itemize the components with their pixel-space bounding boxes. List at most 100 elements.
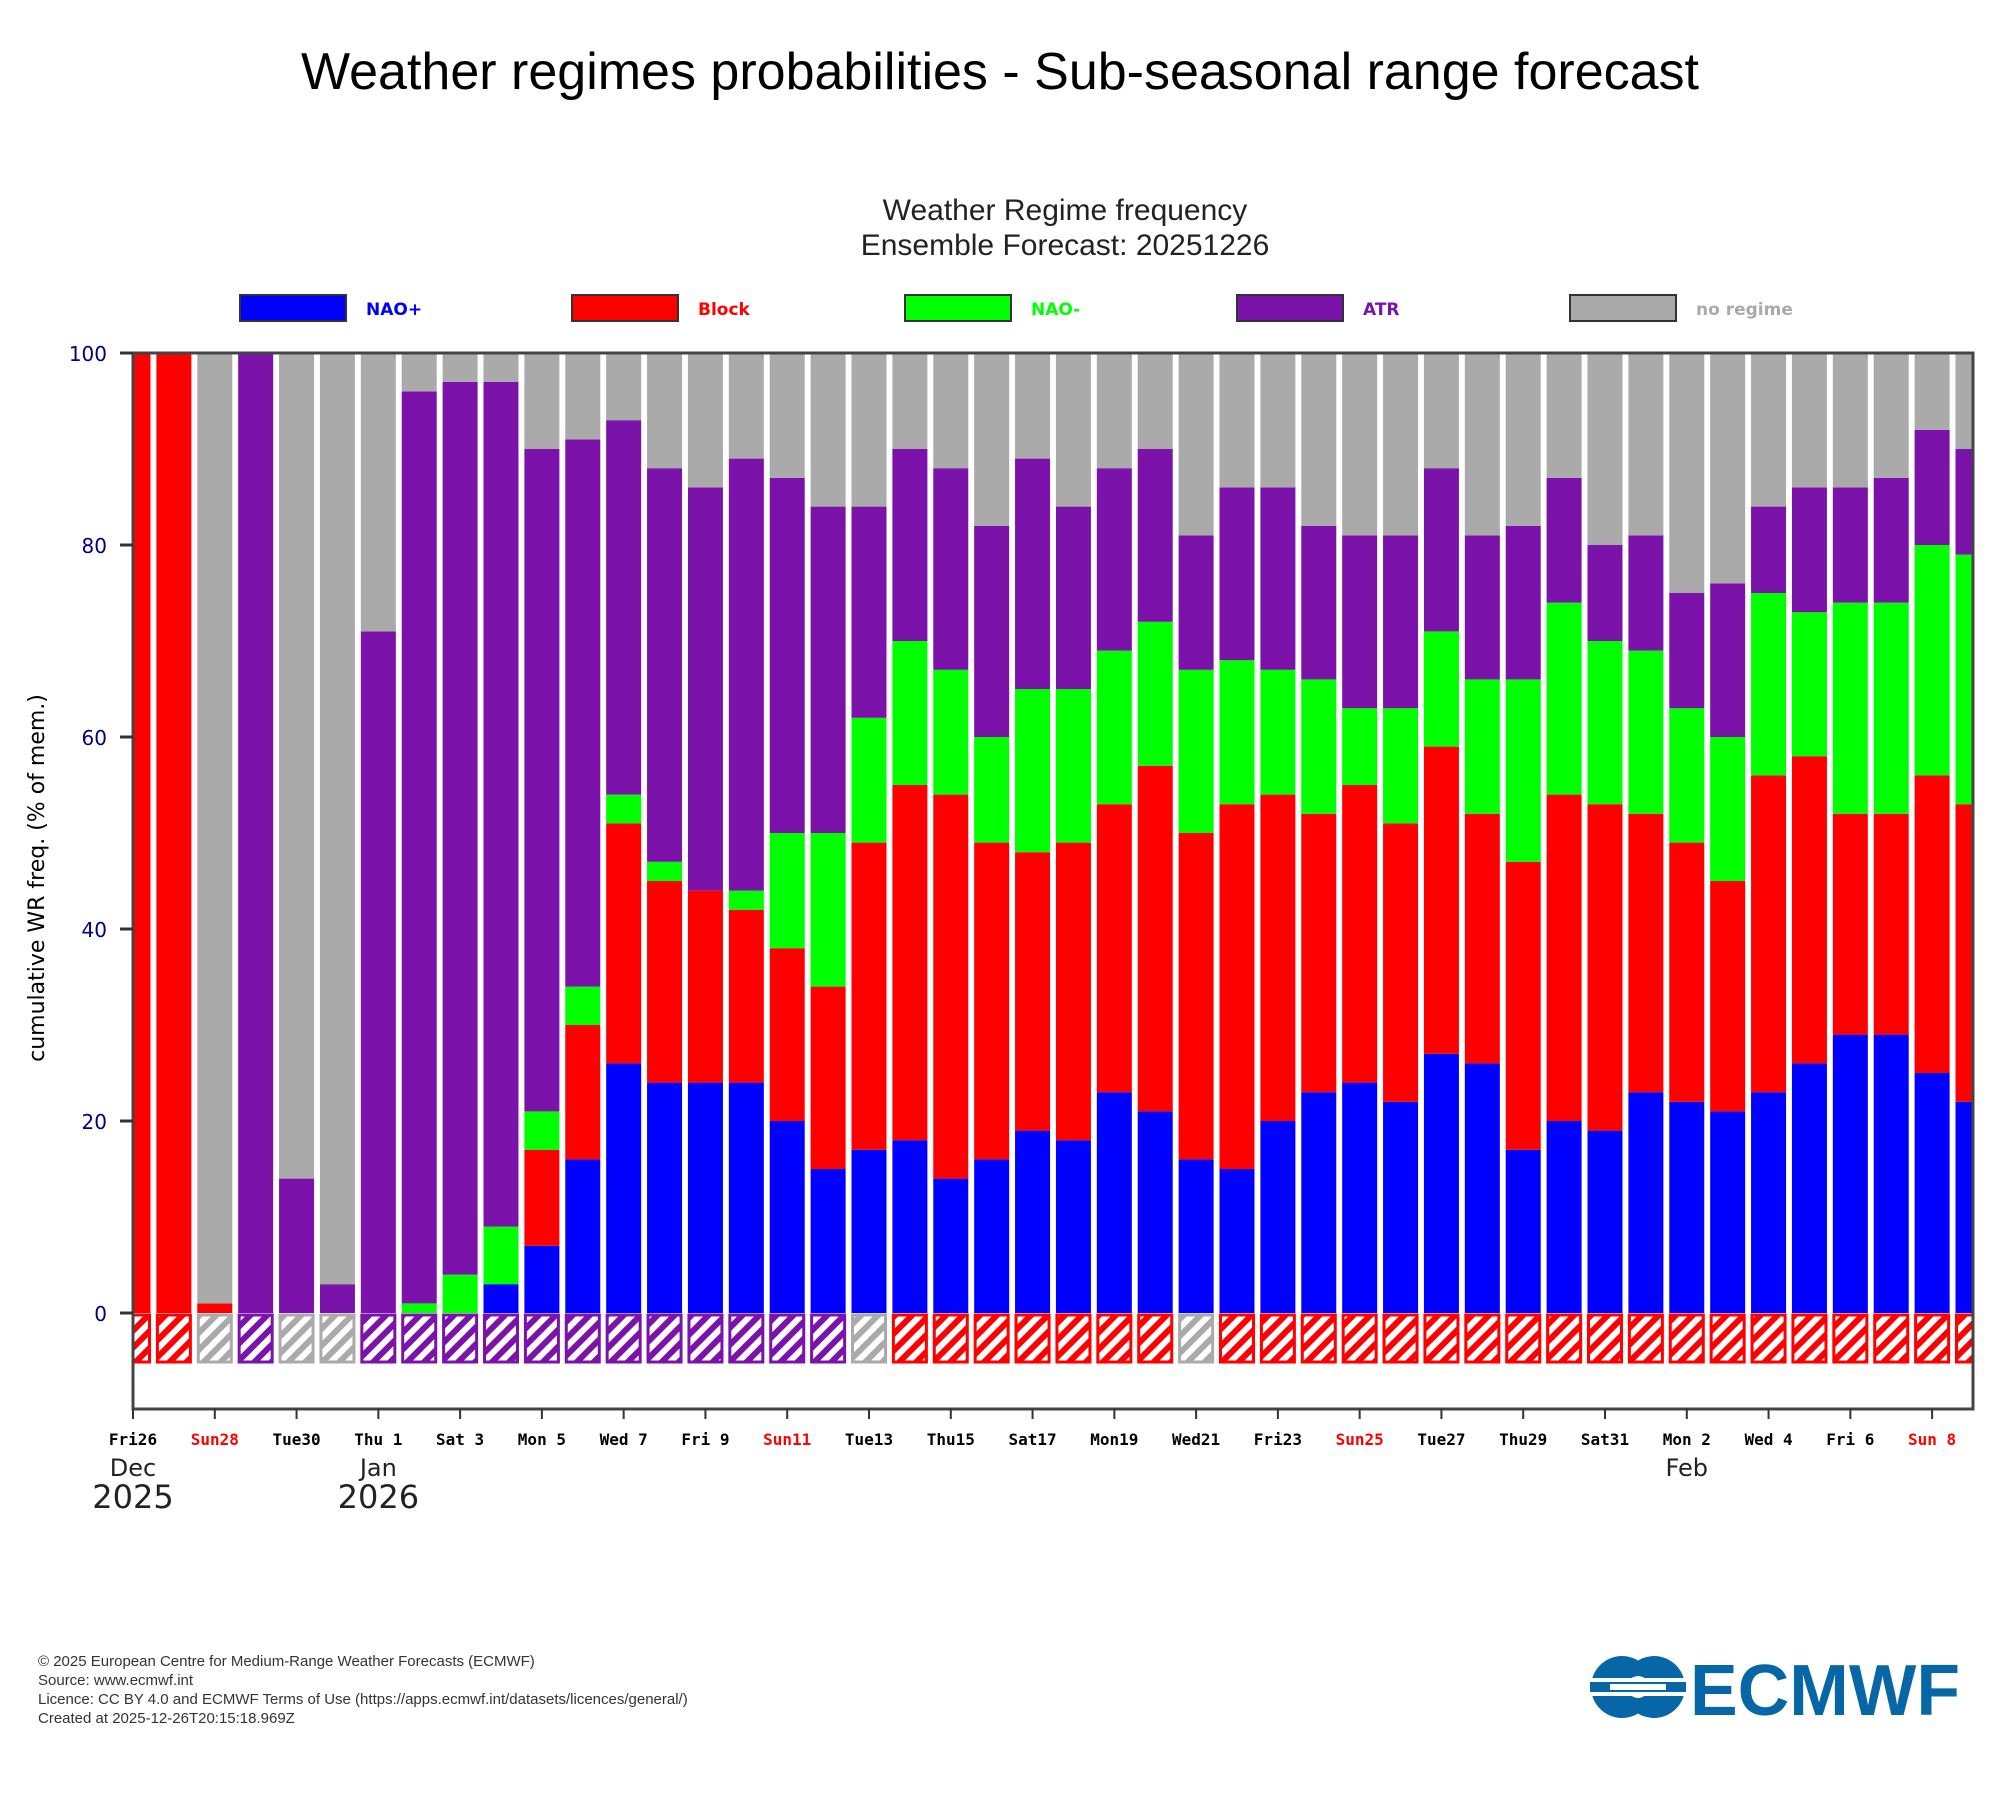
- bar-segment-block: [1546, 794, 1582, 1121]
- dominant-regime-box: [196, 1313, 233, 1364]
- dominant-regime-box: [1587, 1313, 1623, 1364]
- x-tick-label: Sat 3: [436, 1430, 484, 1449]
- page-title: Weather regimes probabilities - Sub-seas…: [301, 43, 1699, 101]
- legend-label: no regime: [1696, 300, 1793, 320]
- bar-segment-nao-: [728, 890, 764, 910]
- bar-segment-block: [1219, 804, 1255, 1169]
- bar-segment-atr: [933, 468, 969, 670]
- dominant-regime-box: [564, 1313, 601, 1364]
- bar-segment-no-regime: [1301, 353, 1337, 526]
- dominant-regime-box: [1096, 1313, 1133, 1364]
- bar-segment-no-regime: [1383, 353, 1419, 536]
- bar-segment-nao-: [974, 1159, 1010, 1313]
- bar-segment-nao-: [1219, 1169, 1255, 1313]
- dominant-regime-box: [1546, 1313, 1583, 1364]
- bar-segment-nao-: [933, 669, 969, 795]
- x-tick-label: Tue13: [845, 1430, 893, 1449]
- x-tick-label: Fri26: [109, 1430, 157, 1449]
- bar-segment-nao-: [1505, 679, 1541, 862]
- bar-column: [565, 353, 601, 1313]
- bar-column: [1791, 353, 1827, 1313]
- bar-segment-nao-: [810, 833, 846, 987]
- bar-segment-block: [1464, 813, 1500, 1064]
- bar-segment-block: [728, 909, 764, 1083]
- bar-segment-atr: [1015, 458, 1051, 689]
- dominant-regime-box: [1873, 1313, 1910, 1364]
- dominant-regime-box: [483, 1313, 519, 1364]
- bar-segment-block: [1914, 775, 1950, 1073]
- dominant-regime-box: [1219, 1313, 1255, 1364]
- bar-segment-block: [1628, 813, 1664, 1093]
- bar-segment-nao-: [1301, 1092, 1337, 1313]
- bar-segment-atr: [1505, 525, 1541, 680]
- bar-column: [1178, 353, 1214, 1313]
- footer-source: Source: www.ecmwf.int: [38, 1672, 194, 1689]
- ecmwf-logo-icon: [1590, 1656, 1686, 1718]
- bar-segment-block: [1710, 881, 1746, 1112]
- bar-segment-nao-: [647, 861, 683, 881]
- bar-segment-nao-: [483, 1284, 519, 1313]
- bar-column: [1955, 353, 1973, 1313]
- bar-segment-nao-: [851, 717, 887, 843]
- bar-column: [156, 353, 192, 1313]
- y-tick-label: 80: [82, 534, 107, 558]
- bar-segment-nao-: [974, 737, 1010, 843]
- bar-segment-atr: [1055, 506, 1091, 689]
- x-tick-label: Thu15: [927, 1430, 975, 1449]
- footer: © 2025 European Centre for Medium-Range …: [38, 1652, 688, 1728]
- bar-segment-no-regime: [401, 353, 437, 392]
- dominant-regime-box: [1505, 1313, 1542, 1364]
- bar-segment-nao-: [1096, 650, 1132, 805]
- bar-segment-block: [1505, 861, 1541, 1150]
- bar-segment-nao-: [1587, 641, 1623, 805]
- bar-segment-block: [687, 890, 723, 1083]
- y-tick-label: 20: [82, 1110, 107, 1134]
- bar-segment-nao-: [892, 1140, 928, 1313]
- legend-swatch: [1569, 294, 1677, 322]
- dominant-regime-box: [1014, 1313, 1051, 1364]
- x-tick-label: Wed21: [1172, 1430, 1220, 1449]
- bar-segment-atr: [565, 439, 601, 987]
- dominant-regime-box: [1709, 1313, 1746, 1364]
- bar-segment-no-regime: [810, 353, 846, 507]
- bar-segment-block: [1791, 756, 1827, 1064]
- bar-column: [1710, 353, 1746, 1313]
- x-tick-label: Mon 2: [1663, 1430, 1711, 1449]
- bar-column: [1587, 353, 1623, 1313]
- bar-segment-nao-: [1628, 650, 1664, 814]
- dominant-regime-box: [646, 1313, 683, 1364]
- bar-segment-no-regime: [1669, 353, 1705, 593]
- bar-segment-block: [1669, 842, 1705, 1102]
- dominant-regime-box: [155, 1313, 192, 1364]
- dominant-regime-box: [237, 1313, 274, 1364]
- dominant-regime-box: [1464, 1313, 1501, 1364]
- bar-column: [319, 353, 355, 1313]
- bar-segment-block: [1342, 785, 1378, 1083]
- bar-column: [197, 353, 233, 1313]
- dominant-regime-box: [1955, 1313, 1973, 1364]
- bar-segment-no-regime: [606, 353, 642, 421]
- bar-segment-atr: [1710, 583, 1746, 737]
- bar-segment-nao-: [1301, 679, 1337, 814]
- bar-segment-no-regime: [279, 353, 315, 1179]
- bar-column: [1015, 353, 1051, 1313]
- bar-segment-nao-: [1873, 1034, 1909, 1313]
- bar-column: [1505, 353, 1541, 1313]
- bar-column: [279, 353, 315, 1313]
- bar-segment-block: [1423, 746, 1459, 1054]
- bar-segment-nao-: [1914, 1073, 1950, 1313]
- bar-segment-atr: [524, 449, 560, 1112]
- bar-segment-nao-: [1342, 1082, 1378, 1313]
- bar-segment-nao-: [1955, 554, 1973, 805]
- bar-segment-no-regime: [1342, 353, 1378, 536]
- dominant-regime-box: [1914, 1313, 1951, 1364]
- bar-column: [728, 353, 764, 1313]
- bar-column: [401, 353, 437, 1313]
- x-tick-label: Thu29: [1499, 1430, 1547, 1449]
- x-tick-label: Sat31: [1581, 1430, 1629, 1449]
- legend-label: NAO+: [366, 300, 422, 320]
- bar-segment-nao-: [1791, 1063, 1827, 1313]
- bar-segment-block: [1873, 813, 1909, 1035]
- bar-segment-block: [1301, 813, 1337, 1093]
- bar-segment-nao-: [1096, 1092, 1132, 1313]
